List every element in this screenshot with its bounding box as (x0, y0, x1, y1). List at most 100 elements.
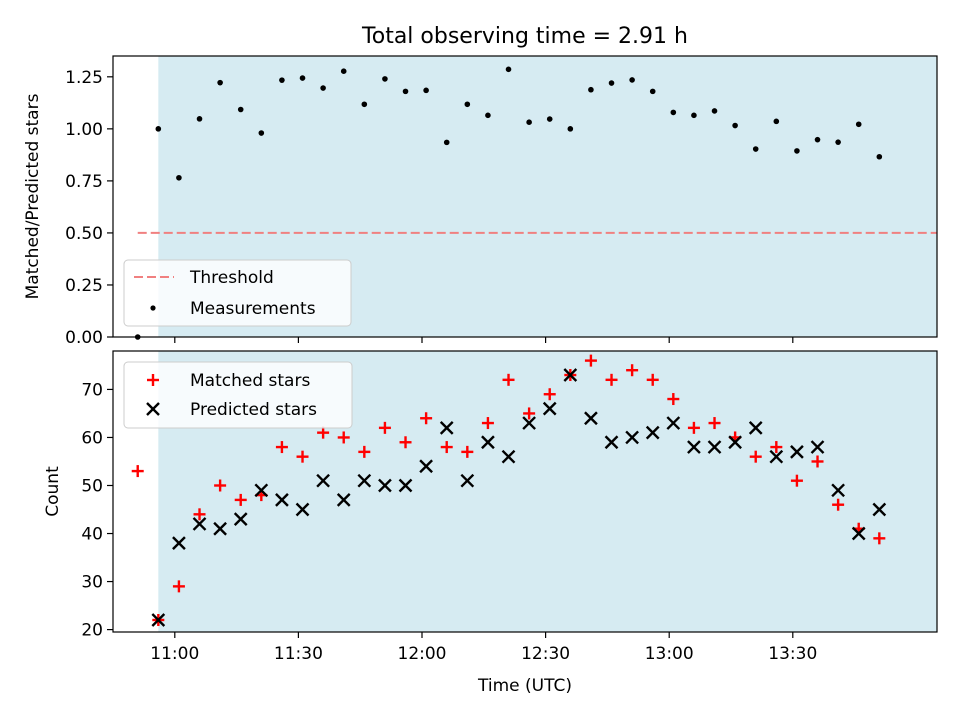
xtick-label: 13:30 (768, 644, 817, 664)
predicted-star-point (687, 440, 701, 454)
legend-measurements-label: Measurements (190, 299, 316, 319)
predicted-star-point (728, 435, 742, 450)
matched-star-point (358, 445, 371, 458)
matched-star-point (873, 532, 886, 545)
top-ytick-label: 0.25 (65, 276, 103, 296)
legend-predicted-label: Predicted stars (190, 400, 317, 420)
bottom-y-ticks: 20 30 40 50 60 70 (81, 380, 113, 641)
top-ytick-label: 0.00 (65, 328, 103, 348)
matched-star-point (502, 373, 515, 386)
top-series-layer (134, 66, 937, 340)
matched-star-point (626, 364, 639, 377)
measurement-point (691, 112, 697, 119)
matched-star-point (832, 498, 845, 511)
predicted-star-point (481, 435, 495, 450)
matched-star-point (481, 417, 494, 430)
predicted-star-point (769, 449, 784, 464)
measurement-point (340, 68, 347, 74)
measurement-point (773, 118, 780, 125)
measurement-point (752, 146, 759, 152)
bottom-ytick-label: 40 (81, 525, 103, 545)
top-panel: 0.00 0.25 0.50 0.75 1.00 1.25 Matched/Predict… (23, 55, 938, 348)
legend-threshold-label: Threshold (189, 268, 274, 288)
predicted-star-point (645, 425, 660, 440)
measurement-point (814, 136, 821, 143)
predicted-star-point (398, 478, 413, 493)
matched-star-point (461, 445, 474, 458)
matched-star-point (667, 393, 680, 406)
top-y-ticks: 0.00 0.25 0.50 0.75 1.00 1.25 (65, 68, 113, 348)
measurement-point (485, 112, 491, 119)
measurement-point (423, 87, 429, 94)
bottom-ytick-label: 70 (81, 380, 103, 400)
top-y-axis-label: Matched/Predicted stars (23, 93, 43, 299)
predicted-star-point (357, 473, 372, 488)
measurement-point (670, 109, 677, 116)
xtick-label: 11:30 (274, 644, 323, 664)
measurement-point (196, 116, 203, 122)
measurement-point (361, 101, 368, 108)
matched-star-point (399, 436, 412, 449)
xtick-label: 12:00 (398, 644, 447, 664)
predicted-star-point (831, 483, 845, 498)
measurement-point (237, 106, 244, 113)
predicted-star-point (872, 502, 887, 517)
measurement-point (794, 148, 800, 154)
measurement-point (629, 77, 635, 83)
predicted-star-point (419, 459, 433, 474)
top-legend-box (123, 259, 352, 327)
matched-star-point (296, 450, 309, 463)
measurement-point (402, 88, 409, 95)
legend-matched-swatch (147, 374, 159, 386)
measurement-point (608, 80, 615, 86)
matched-star-point (234, 493, 247, 506)
predicted-star-point (172, 536, 186, 550)
matched-star-point (378, 421, 391, 434)
legend-predicted-swatch (146, 402, 160, 416)
measurement-point (505, 66, 512, 73)
matched-star-point (317, 426, 330, 439)
predicted-star-point (151, 613, 166, 627)
predicted-star-point (707, 440, 722, 454)
bottom-y-axis-label: Count (43, 466, 63, 517)
measurement-point (155, 126, 162, 132)
predicted-star-point (522, 416, 536, 430)
matched-star-point (687, 421, 700, 434)
top-x-ticks (174, 337, 794, 343)
matched-star-point (543, 388, 556, 401)
predicted-star-point (439, 421, 454, 435)
measurement-point (526, 119, 532, 125)
bottom-ytick-label: 20 (81, 621, 103, 641)
measurement-point (464, 101, 471, 108)
matched-star-point (523, 407, 536, 420)
top-ytick-label: 1.25 (65, 68, 103, 88)
matched-star-point (770, 441, 783, 454)
measurement-point (732, 122, 738, 129)
matched-star-point (749, 450, 762, 463)
matched-star-point (275, 441, 288, 454)
measurement-point (711, 108, 718, 114)
predicted-star-point (275, 493, 289, 507)
predicted-star-point (851, 526, 866, 541)
xtick-label: 13:00 (645, 644, 694, 664)
predicted-star-point (501, 449, 516, 464)
predicted-star-point (563, 368, 578, 382)
predicted-star-point (336, 493, 351, 507)
matched-star-point (214, 479, 227, 492)
top-ytick-label: 0.75 (65, 172, 103, 192)
measurement-point (299, 75, 306, 81)
figure-title: Total observing time = 2.91 h (361, 24, 688, 49)
measurement-point (176, 174, 182, 181)
matched-star-point (790, 474, 803, 487)
legend-matched-label: Matched stars (190, 371, 310, 391)
xtick-label: 12:30 (521, 644, 570, 664)
bottom-legend: Matched stars Predicted stars (123, 361, 353, 429)
predicted-star-point (460, 473, 475, 488)
bottom-ytick-label: 50 (81, 476, 103, 496)
matched-star-point (605, 373, 618, 386)
measurement-point (320, 85, 326, 91)
matched-star-point (440, 441, 453, 454)
matched-star-point (337, 431, 350, 444)
legend-measurements-swatch (150, 305, 156, 311)
measurement-point (279, 77, 285, 83)
